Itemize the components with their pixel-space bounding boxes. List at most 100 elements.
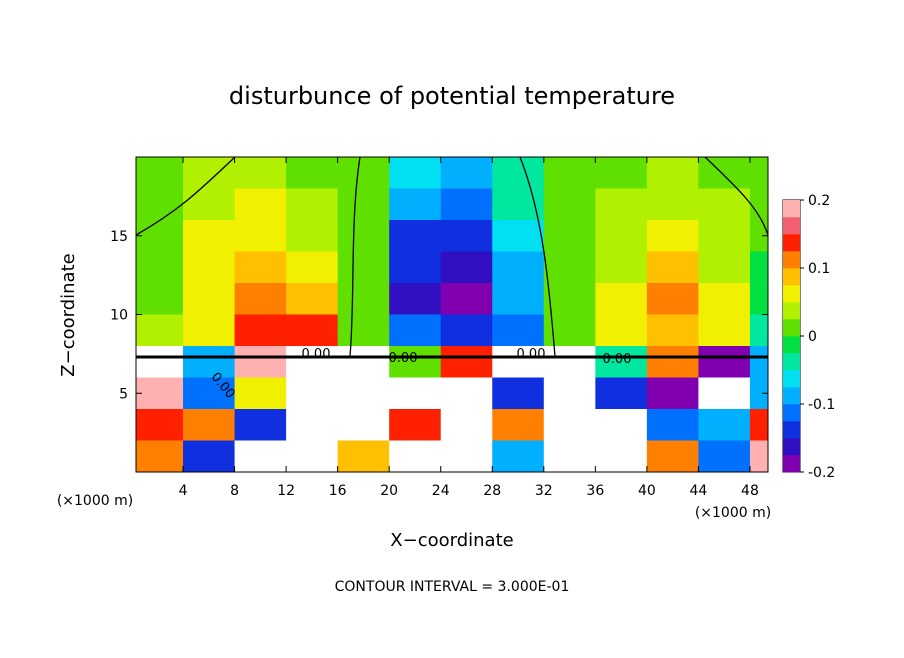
y-tick-label: 15 bbox=[110, 229, 128, 245]
contour-label: 0.00 bbox=[603, 352, 632, 367]
heat-cell bbox=[389, 157, 442, 189]
heat-cell bbox=[286, 283, 339, 315]
heat-cell bbox=[337, 251, 390, 284]
heat-cell bbox=[136, 440, 184, 472]
heat-cell bbox=[234, 283, 287, 315]
heat-cell bbox=[286, 377, 339, 410]
heat-cell bbox=[136, 346, 184, 378]
heat-cell bbox=[183, 377, 236, 410]
heat-cell bbox=[337, 346, 390, 378]
x-tick-label: 28 bbox=[483, 483, 501, 499]
heat-cell bbox=[646, 377, 699, 410]
x-tick-label: 36 bbox=[586, 483, 604, 499]
heat-cell bbox=[749, 346, 768, 378]
x-tick-label: 48 bbox=[741, 483, 759, 499]
heat-cell bbox=[492, 314, 545, 347]
heat-cell bbox=[286, 251, 339, 284]
colorbar-swatch bbox=[783, 200, 800, 218]
heat-cell bbox=[389, 314, 442, 347]
heat-cell bbox=[595, 157, 648, 189]
heat-cell bbox=[646, 440, 699, 472]
heat-cell bbox=[492, 283, 545, 315]
heat-cell bbox=[749, 220, 768, 252]
heat-cell bbox=[646, 346, 699, 378]
x-tick-label: 24 bbox=[432, 483, 450, 499]
heat-cell bbox=[286, 440, 339, 472]
colorbar-tick-label: 0.2 bbox=[808, 193, 830, 209]
colorbar-tick-label: -0.2 bbox=[808, 465, 835, 481]
heat-cell bbox=[286, 188, 339, 221]
heat-cell bbox=[492, 409, 545, 441]
x-unit: (×1000 m) bbox=[57, 493, 133, 509]
heat-cell bbox=[698, 220, 751, 252]
x-tick-label: 20 bbox=[380, 483, 398, 499]
colorbar-tick-label: 0 bbox=[808, 329, 817, 345]
heat-cell bbox=[136, 314, 184, 347]
heat-cell bbox=[543, 283, 596, 315]
heat-cell bbox=[492, 157, 545, 189]
heat-cell bbox=[492, 377, 545, 410]
heat-cell bbox=[136, 157, 184, 189]
colorbar-swatch bbox=[783, 455, 800, 473]
heat-cell bbox=[234, 377, 287, 410]
heat-cell bbox=[595, 440, 648, 472]
x-tick-label: 32 bbox=[535, 483, 553, 499]
heat-cell bbox=[595, 283, 648, 315]
heat-cell bbox=[646, 409, 699, 441]
heat-cell bbox=[595, 346, 648, 378]
heat-cell bbox=[646, 251, 699, 284]
heat-cell bbox=[492, 188, 545, 221]
colorbar-swatch bbox=[783, 404, 800, 422]
heat-cell bbox=[440, 440, 493, 472]
colorbar-swatch bbox=[783, 319, 800, 337]
colorbar-swatch bbox=[783, 353, 800, 371]
heat-cell bbox=[440, 157, 493, 189]
colorbar-swatch bbox=[783, 438, 800, 456]
heat-cell bbox=[183, 440, 236, 472]
contour-label: 0.00 bbox=[302, 347, 331, 362]
heat-cell bbox=[698, 251, 751, 284]
heat-cell bbox=[136, 377, 184, 410]
heat-cell bbox=[749, 409, 768, 441]
heat-cell bbox=[286, 220, 339, 252]
heat-cell bbox=[389, 283, 442, 315]
x-unit: (×1000 m) bbox=[695, 505, 771, 521]
heat-cell bbox=[698, 440, 751, 472]
heat-cell bbox=[698, 346, 751, 378]
heat-cell bbox=[749, 283, 768, 315]
heat-cell bbox=[234, 440, 287, 472]
heat-cell bbox=[698, 157, 751, 189]
heat-cell bbox=[183, 220, 236, 252]
heat-cell bbox=[136, 220, 184, 252]
heat-cell bbox=[595, 409, 648, 441]
y-tick-label: 5 bbox=[119, 386, 128, 402]
heat-cell bbox=[136, 251, 184, 284]
heat-cell bbox=[440, 220, 493, 252]
colorbar-swatch bbox=[783, 387, 800, 405]
x-tick-label: 44 bbox=[690, 483, 708, 499]
heat-cell bbox=[389, 409, 442, 441]
heat-cell bbox=[492, 346, 545, 378]
heat-cell bbox=[646, 283, 699, 315]
heat-cell bbox=[440, 251, 493, 284]
x-tick-label: 16 bbox=[329, 483, 347, 499]
colorbar-swatch bbox=[783, 336, 800, 354]
heat-cell bbox=[337, 314, 390, 347]
colorbar-swatch bbox=[783, 251, 800, 269]
heat-cell bbox=[543, 157, 596, 189]
heat-cell bbox=[440, 283, 493, 315]
heat-cell bbox=[183, 314, 236, 347]
heat-cell bbox=[595, 220, 648, 252]
heat-cell bbox=[183, 251, 236, 284]
heat-cell bbox=[698, 188, 751, 221]
heat-cell bbox=[337, 409, 390, 441]
colorbar-swatch bbox=[783, 285, 800, 303]
x-axis-label: X−coordinate bbox=[390, 530, 513, 551]
x-tick-label: 4 bbox=[179, 483, 188, 499]
heatmap bbox=[136, 157, 768, 472]
heat-cell bbox=[440, 346, 493, 378]
heat-cell bbox=[749, 251, 768, 284]
heat-cell bbox=[136, 283, 184, 315]
heat-cell bbox=[234, 346, 287, 378]
heat-cell bbox=[440, 377, 493, 410]
